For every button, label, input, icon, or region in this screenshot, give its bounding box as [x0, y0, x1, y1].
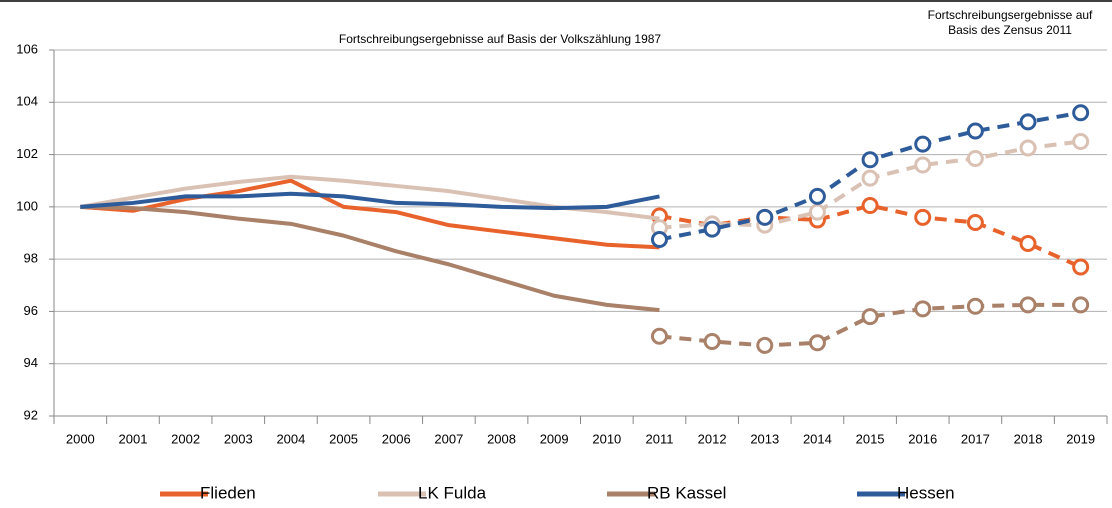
marker	[703, 332, 721, 350]
census-line	[659, 302, 1081, 348]
census-line	[659, 203, 1082, 269]
x-tick-label: 2012	[698, 431, 727, 446]
marker	[966, 122, 984, 140]
x-tick-label: 2008	[487, 431, 516, 446]
annotation: Basis des Zensus 2011	[948, 23, 1072, 37]
y-tick-label: 104	[16, 94, 38, 109]
y-tick-label: 100	[16, 198, 38, 213]
x-tick-label: 2018	[1014, 431, 1043, 446]
marker	[914, 300, 932, 318]
annotation: Fortschreibungsergebnisse auf Basis der …	[339, 32, 662, 46]
x-tick-label: 2019	[1066, 431, 1095, 446]
marker	[1072, 104, 1090, 122]
marker	[914, 156, 932, 174]
x-tick-label: 2005	[329, 431, 358, 446]
marker	[808, 187, 826, 205]
marker	[650, 327, 668, 345]
y-tick-label: 106	[16, 41, 38, 56]
marker	[966, 149, 984, 167]
x-tick-label: 2017	[961, 431, 990, 446]
x-tick-label: 2001	[119, 431, 148, 446]
y-tick-label: 94	[24, 355, 38, 370]
marker	[1072, 133, 1090, 150]
x-tick-label: 2016	[908, 431, 937, 446]
marker	[808, 203, 826, 221]
marker	[861, 151, 879, 169]
line	[80, 204, 660, 313]
legend-label: RB Kassel	[647, 483, 726, 502]
marker	[756, 336, 774, 354]
x-tick-label: 2007	[434, 431, 463, 446]
marker	[1019, 139, 1037, 157]
marker	[1019, 113, 1037, 131]
line	[80, 178, 660, 250]
x-tick-label: 2011	[645, 431, 673, 446]
marker	[861, 197, 879, 215]
x-tick-label: 2014	[803, 431, 832, 446]
y-tick-label: 96	[24, 303, 38, 318]
x-tick-label: 2010	[592, 431, 621, 446]
x-tick-label: 2013	[750, 431, 779, 446]
annotation: Fortschreibungsergebnisse auf	[928, 8, 1093, 22]
x-tick-label: 2009	[540, 431, 569, 446]
marker	[914, 208, 932, 226]
x-tick-label: 2006	[382, 431, 411, 446]
marker	[1072, 258, 1090, 276]
y-tick-label: 98	[24, 251, 38, 266]
y-tick-label: 92	[24, 407, 38, 422]
marker	[650, 231, 668, 249]
marker	[1019, 234, 1037, 252]
x-tick-label: 2000	[66, 431, 95, 446]
marker	[861, 308, 879, 326]
line	[80, 191, 660, 211]
x-tick-label: 2002	[171, 431, 200, 446]
marker	[966, 214, 984, 232]
x-tick-label: 2004	[276, 431, 305, 446]
marker	[808, 334, 826, 352]
marker	[1072, 296, 1090, 314]
x-tick-label: 2003	[224, 431, 253, 446]
legend-label: Hessen	[897, 483, 955, 502]
marker	[756, 208, 774, 226]
y-tick-label: 102	[16, 146, 38, 161]
marker	[966, 297, 984, 315]
legend-label: LK Fulda	[418, 483, 487, 502]
marker	[703, 220, 721, 238]
marker	[861, 169, 879, 187]
marker	[1019, 296, 1037, 314]
marker	[914, 135, 932, 153]
legend-label: Flieden	[200, 483, 256, 502]
x-tick-label: 2015	[856, 431, 885, 446]
